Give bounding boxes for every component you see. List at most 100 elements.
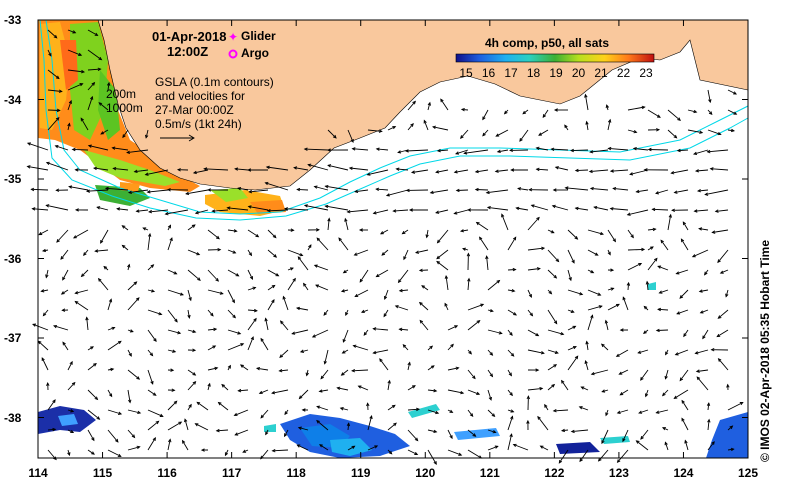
velocity-arrow — [547, 329, 565, 336]
velocity-arrow — [587, 229, 604, 236]
velocity-arrow — [509, 148, 529, 153]
velocity-arrow — [515, 206, 529, 211]
velocity-arrow — [45, 269, 49, 279]
velocity-arrow — [698, 289, 709, 293]
velocity-arrow — [287, 249, 304, 257]
x-tick-label: 121 — [479, 466, 500, 480]
velocity-arrow — [640, 369, 649, 381]
velocity-arrow — [354, 189, 369, 194]
velocity-arrow — [643, 168, 669, 172]
velocity-arrow — [704, 189, 729, 196]
velocity-arrow — [287, 277, 296, 291]
velocity-arrow — [237, 186, 249, 191]
velocity-arrow — [271, 449, 289, 453]
velocity-arrow — [487, 429, 497, 434]
velocity-arrow — [107, 389, 113, 398]
velocity-arrow — [372, 209, 389, 215]
velocity-arrow — [455, 188, 469, 193]
velocity-arrow — [427, 365, 435, 371]
velocity-arrow — [665, 349, 669, 356]
velocity-arrow — [578, 406, 589, 411]
velocity-arrow — [570, 429, 589, 434]
velocity-arrow — [574, 168, 589, 173]
velocity-arrow — [467, 349, 472, 355]
velocity-arrow — [74, 208, 89, 212]
velocity-arrow — [267, 284, 276, 291]
y-tick-label: -35 — [4, 172, 22, 186]
velocity-arrow — [667, 129, 678, 139]
velocity-arrow — [347, 445, 356, 451]
velocity-arrow — [727, 425, 734, 431]
velocity-arrow — [55, 188, 69, 192]
colorbar-tick-label: 16 — [481, 66, 496, 80]
velocity-arrow — [47, 29, 58, 39]
velocity-arrow — [340, 369, 349, 376]
velocity-arrow — [345, 309, 349, 317]
velocity-arrow — [658, 289, 669, 294]
x-tick-label: 115 — [92, 466, 113, 480]
velocity-arrow — [96, 206, 109, 211]
velocity-arrow — [407, 429, 419, 442]
velocity-arrow — [544, 403, 549, 411]
velocity-arrow — [435, 169, 449, 174]
velocity-arrow — [279, 349, 289, 359]
velocity-arrow — [354, 289, 369, 297]
velocity-arrow — [147, 232, 152, 251]
velocity-arrow — [282, 295, 289, 311]
velocity-arrow — [585, 120, 589, 131]
velocity-arrow — [358, 228, 368, 232]
velocity-arrow — [530, 204, 549, 211]
velocity-arrow — [316, 405, 329, 411]
velocity-arrow — [589, 149, 609, 154]
velocity-arrow — [619, 389, 629, 396]
velocity-arrow — [200, 448, 209, 452]
velocity-arrow — [725, 289, 729, 298]
velocity-arrow — [41, 248, 49, 253]
velocity-arrow — [387, 126, 397, 131]
velocity-arrow — [283, 207, 309, 211]
velocity-arrow — [693, 209, 709, 213]
velocity-arrow — [462, 247, 469, 251]
velocity-arrow — [164, 209, 189, 216]
velocity-arrow — [387, 379, 391, 391]
velocity-arrow — [167, 349, 177, 353]
velocity-arrow — [503, 109, 509, 115]
velocity-arrow — [436, 229, 449, 244]
velocity-arrow — [45, 161, 69, 171]
velocity-arrow — [574, 206, 589, 211]
colorbar-tick-label: 17 — [504, 66, 518, 80]
velocity-arrow — [264, 181, 289, 191]
velocity-arrow — [703, 269, 709, 276]
velocity-arrow — [167, 237, 173, 251]
velocity-arrow — [224, 449, 229, 457]
velocity-arrow — [45, 204, 69, 211]
velocity-arrow — [185, 189, 209, 196]
velocity-arrow — [85, 316, 89, 331]
velocity-arrow — [597, 449, 609, 462]
velocity-arrow — [147, 309, 163, 316]
velocity-arrow — [453, 169, 469, 174]
velocity-arrow — [67, 99, 72, 111]
velocity-arrow — [166, 188, 189, 192]
velocity-arrow — [352, 344, 369, 351]
velocity-arrow — [346, 422, 351, 431]
velocity-arrow — [474, 169, 489, 174]
velocity-arrow — [107, 340, 122, 351]
velocity-arrow — [487, 369, 494, 378]
velocity-arrow — [367, 445, 379, 451]
velocity-arrow — [203, 167, 229, 171]
velocity-arrow — [296, 187, 309, 192]
x-tick-label: 116 — [157, 466, 177, 480]
velocity-arrow — [680, 238, 689, 251]
velocity-arrow — [127, 429, 136, 439]
velocity-arrow — [215, 428, 229, 433]
velocity-arrow — [711, 229, 729, 234]
velocity-arrow — [341, 349, 349, 354]
velocity-arrow — [126, 149, 149, 155]
velocity-arrow — [366, 169, 389, 176]
velocity-arrow — [307, 228, 320, 232]
velocity-arrow — [673, 189, 689, 194]
velocity-arrow — [144, 169, 169, 176]
velocity-arrow — [687, 109, 698, 114]
velocity-arrow — [691, 249, 709, 258]
